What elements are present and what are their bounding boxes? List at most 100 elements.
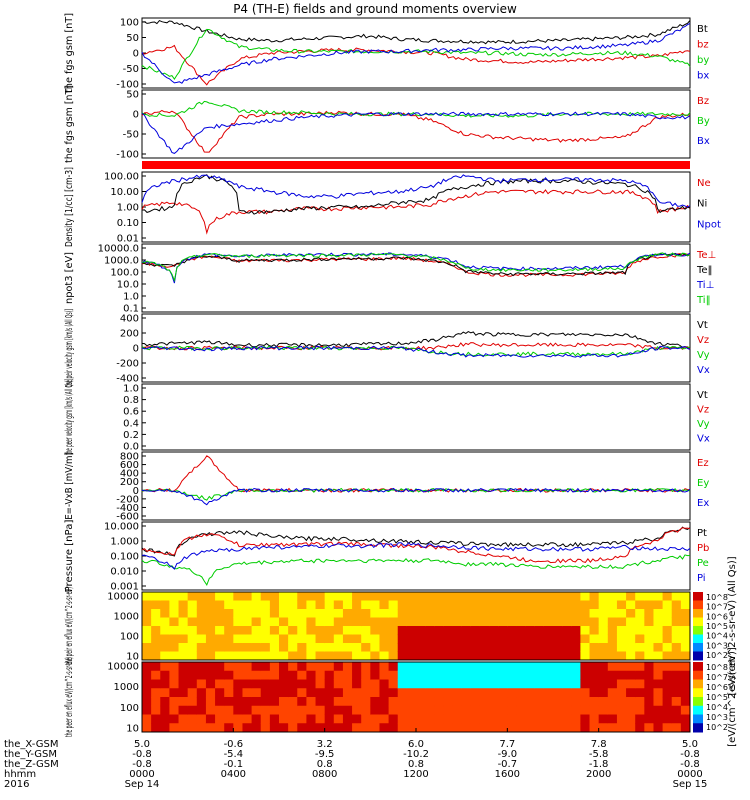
heatmap-cell [215, 651, 225, 661]
heatmap-cell [498, 679, 508, 689]
heatmap-cell [342, 670, 353, 680]
heatmap-cell [178, 651, 189, 661]
heatmap-cell [516, 609, 527, 618]
legend-entry: Vz [697, 405, 709, 416]
heatmap-cell [315, 679, 326, 689]
heatmap-cell [626, 651, 636, 661]
x-tick-label: 6.0 [408, 739, 424, 750]
heatmap-cell [333, 723, 344, 733]
heatmap-cell [370, 651, 380, 661]
heatmap-cell [525, 723, 536, 733]
colorbar-swatch [693, 626, 703, 635]
heatmap-cell [461, 688, 472, 698]
heatmap-cell [461, 600, 472, 610]
heatmap-cell [598, 723, 609, 733]
heatmap-cell [589, 679, 600, 689]
heatmap-cell [525, 662, 536, 672]
heatmap-cell [489, 634, 499, 644]
heatmap-cell [397, 705, 408, 715]
heatmap-cell [342, 697, 353, 707]
heatmap-cell [397, 679, 408, 689]
heatmap-cell [251, 714, 262, 724]
heatmap-cell [671, 705, 682, 715]
heatmap-cell [525, 714, 536, 724]
heatmap-cell [589, 714, 600, 724]
heatmap-cell [196, 723, 207, 733]
colorbar-swatch [693, 651, 703, 661]
heatmap-cell [388, 662, 399, 672]
heatmap-cell [151, 643, 161, 652]
heatmap-cell [388, 705, 399, 715]
heatmap-cell [151, 592, 161, 601]
heatmap-cell [626, 679, 636, 689]
y-tick-label: 50 [126, 33, 139, 44]
heatmap-cell [507, 617, 517, 627]
colorbar-swatch [693, 617, 703, 627]
heatmap-cell [589, 609, 600, 618]
heatmap-cell [479, 688, 490, 698]
heatmap-cell [187, 600, 198, 610]
heatmap-cell [416, 723, 426, 733]
heatmap-cell [215, 634, 225, 644]
heatmap-cell [607, 714, 618, 724]
heatmap-cell [251, 662, 262, 672]
heatmap-cell [288, 609, 298, 618]
heatmap-cell [361, 592, 371, 601]
series-line-Vt [141, 331, 691, 349]
heatmap-cell [626, 626, 636, 635]
heatmap-cell [315, 714, 326, 724]
heatmap-cell [580, 688, 591, 698]
heatmap-cell [644, 626, 654, 635]
heatmap-cell [534, 705, 545, 715]
heatmap-cell [653, 592, 664, 601]
colorbar-label: [eV/(cm^2-s-sr-eV) (All Qs)] [727, 556, 738, 695]
heatmap-cell [297, 609, 307, 618]
heatmap-cell [553, 697, 563, 707]
heatmap-cell [187, 714, 198, 724]
heatmap-cell [379, 723, 390, 733]
heatmap-cell [461, 626, 472, 635]
y-tick-label: 1000.0 [104, 256, 139, 267]
colorbar-tick: 10^6 [706, 683, 728, 692]
heatmap-cell [425, 679, 435, 689]
heatmap-cell [671, 723, 682, 733]
heatmap-cell [333, 609, 344, 618]
heatmap-cell [434, 617, 444, 627]
heatmap-cell [470, 697, 481, 707]
heatmap-cell [269, 592, 280, 601]
heatmap-cell [553, 643, 563, 652]
heatmap-cell [169, 592, 180, 601]
y-tick-label: 100.00 [104, 172, 139, 183]
heatmap-cell [388, 688, 399, 698]
y-tick-label: 0.10 [117, 218, 139, 229]
heatmap-cell [479, 679, 490, 689]
y-tick-label: 0.001 [110, 582, 139, 593]
heatmap-cell [534, 670, 545, 680]
heatmap-cell [571, 626, 581, 635]
colorbar [693, 662, 703, 733]
heatmap-cell [589, 688, 600, 698]
heatmap-cell [489, 609, 499, 618]
legend-entry: Ez [697, 458, 709, 469]
x-tick-label: -9.0 [498, 749, 518, 760]
x-tick-label: 7.7 [499, 739, 515, 750]
heatmap-cell [580, 697, 591, 707]
colorbar-swatch [693, 697, 703, 707]
heatmap-cell [169, 714, 180, 724]
heatmap-cell [288, 634, 298, 644]
heatmap-cell [160, 679, 170, 689]
heatmap-cell [315, 723, 326, 733]
heatmap-cell [187, 651, 198, 661]
heatmap-cell [160, 626, 170, 635]
heatmap-cell [187, 609, 198, 618]
y-axis-label: Density [1/cc] [cm-3] [64, 167, 75, 247]
heatmap-cell [187, 592, 198, 601]
heatmap-cell [406, 714, 417, 724]
heatmap-cell [626, 705, 636, 715]
heatmap-cell [260, 592, 271, 601]
heatmap-cell [443, 617, 454, 627]
heatmap-cell [479, 617, 490, 627]
heatmap-cell [142, 617, 152, 627]
heatmap-cell [324, 697, 335, 707]
heatmap-cell [324, 651, 335, 661]
